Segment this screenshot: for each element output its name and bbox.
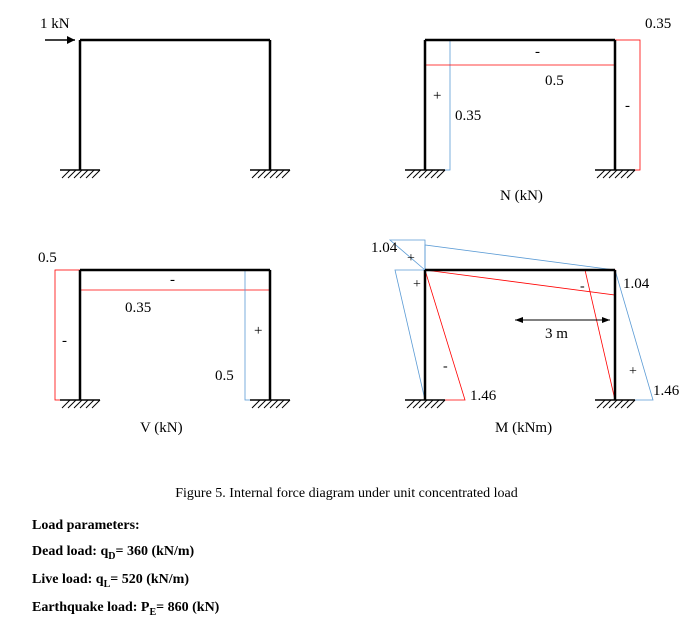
v-diagram: 0.5 0.35 0.5 - - + V (kN) — [38, 250, 290, 436]
v-plus: + — [254, 323, 262, 339]
diagrams-svg: 1 kN 0.35 0.5 0.35 + - - — [0, 0, 693, 480]
v-axis-label: V (kN) — [140, 420, 183, 436]
v-minus-left: - — [62, 333, 67, 349]
m-dim-label: 3 m — [545, 326, 568, 342]
frame-plain: 1 kN — [40, 16, 290, 178]
n-diagram: 0.35 0.5 0.35 + - - N (kN) — [405, 16, 671, 204]
m-bottom-right-val: 1.46 — [653, 383, 680, 399]
dead-load-line: Dead load: qD= 360 (kN/m) — [32, 544, 693, 562]
live-load-line: Live load: qL= 520 (kN/m) — [32, 572, 693, 590]
params-heading: Load parameters: — [32, 518, 693, 534]
m-diagram: 3 m 1.04 1.04 1.46 1.46 + + - - + M (kNm… — [371, 240, 680, 436]
v-mid-val: 0.35 — [125, 300, 151, 316]
m-bottom-left-val: 1.46 — [470, 388, 497, 404]
n-plus: + — [433, 88, 441, 104]
m-plus-left: + — [413, 277, 421, 292]
m-minus-left: - — [443, 359, 448, 374]
m-minus-right: - — [580, 279, 585, 294]
load-parameters: Load parameters: Dead load: qD= 360 (kN/… — [32, 518, 693, 617]
m-plus-tl: + — [407, 251, 415, 266]
n-left-val: 0.35 — [455, 108, 481, 124]
m-top-right-val: 1.04 — [623, 276, 650, 292]
v-bottom-val: 0.5 — [215, 368, 234, 384]
m-plus-br: + — [629, 364, 637, 379]
m-top-left-val: 1.04 — [371, 240, 398, 256]
n-top-right-val: 0.35 — [645, 16, 671, 32]
v-top-left-val: 0.5 — [38, 250, 57, 266]
eq-load-line: Earthquake load: PE= 860 (kN) — [32, 600, 693, 618]
load-label: 1 kN — [40, 16, 70, 32]
dead-rest: = 360 (kN/m) — [115, 544, 194, 559]
n-mid-val: 0.5 — [545, 73, 564, 89]
figure-container: 1 kN 0.35 0.5 0.35 + - - — [0, 0, 693, 644]
eq-prefix: Earthquake load: P — [32, 600, 149, 615]
dead-prefix: Dead load: q — [32, 544, 108, 559]
n-minus-right: - — [625, 98, 630, 114]
live-prefix: Live load: q — [32, 572, 104, 587]
n-axis-label: N (kN) — [500, 188, 543, 204]
n-minus-top: - — [535, 44, 540, 60]
v-minus-mid: - — [170, 272, 175, 288]
figure-caption: Figure 5. Internal force diagram under u… — [0, 486, 693, 502]
m-axis-label: M (kNm) — [495, 420, 552, 436]
live-rest: = 520 (kN/m) — [110, 572, 189, 587]
eq-rest: = 860 (kN) — [156, 600, 219, 615]
